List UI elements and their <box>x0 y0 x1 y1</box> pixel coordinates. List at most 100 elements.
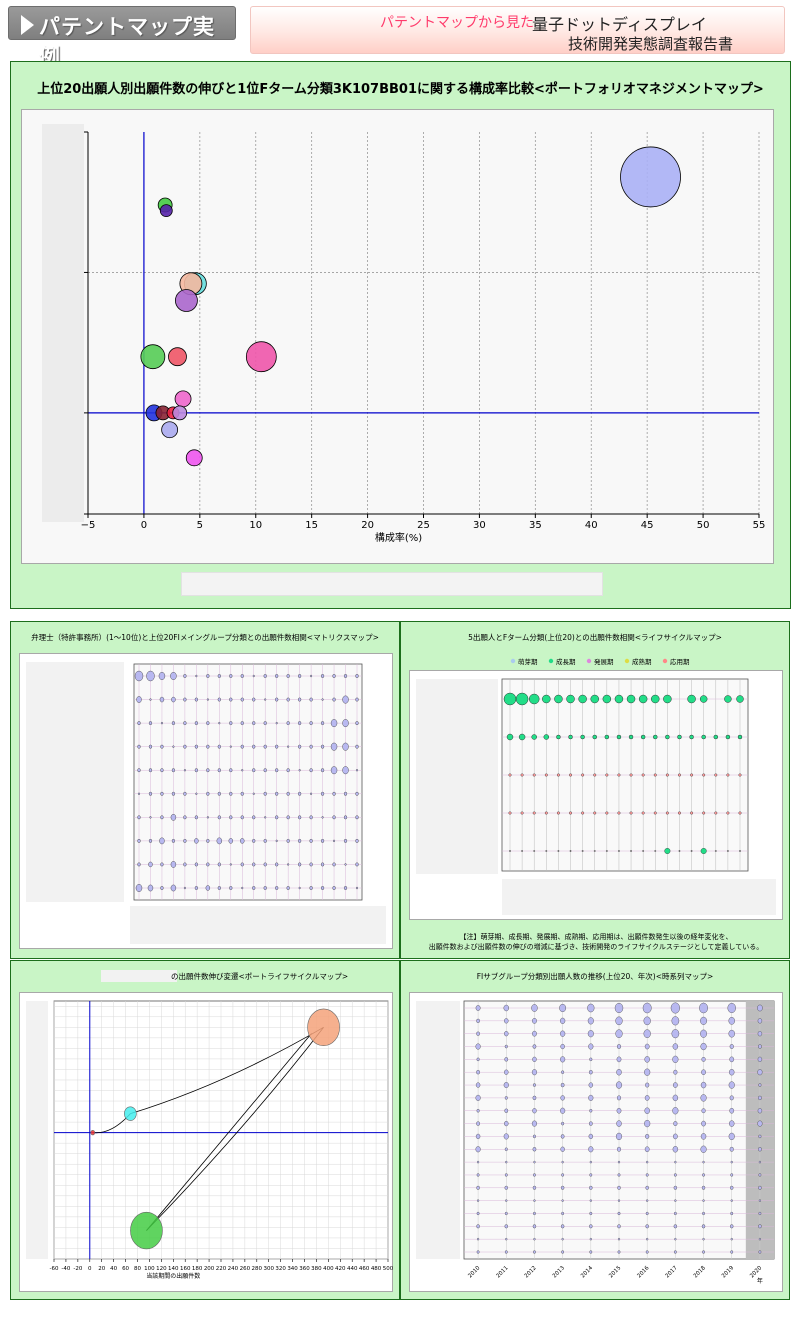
timeseries-cell <box>531 1120 538 1127</box>
lifecycle-cell <box>653 773 657 777</box>
lifecycle-cell <box>566 694 575 704</box>
matrix-cell <box>264 816 267 819</box>
matrix-cell <box>264 698 267 701</box>
lifecycle-cell <box>678 850 681 852</box>
portlife-x-tick-label: 460 <box>359 1266 370 1272</box>
lifecycle-cell <box>617 811 621 815</box>
timeseries-cell <box>616 1056 622 1063</box>
timeseries-cell <box>476 1160 480 1164</box>
timeseries-cell <box>757 1120 763 1127</box>
portfolio-chart: −5 0 5 10 15 20 25 30 35 40 45 50 55 構成率(%) <box>42 124 765 544</box>
portlife-label-placeholder <box>26 1001 48 1259</box>
matrix-cell <box>332 791 336 796</box>
matrix-cell <box>286 721 290 726</box>
x-tick-label: 45 <box>641 520 654 531</box>
portlife-x-tick-label: 80 <box>134 1266 141 1272</box>
matrix-cell <box>160 791 164 796</box>
timeseries-cell <box>589 1237 592 1241</box>
timeseries-cell <box>729 1069 735 1076</box>
timeseries-cell <box>700 1081 707 1089</box>
legend-dot-0 <box>510 658 516 664</box>
lifecycle-cell <box>528 693 540 705</box>
timeseries-cell <box>645 1224 649 1229</box>
lifecycle-cell <box>690 850 693 852</box>
matrix-cell <box>263 768 267 773</box>
lifecycle-cell <box>590 694 599 704</box>
lifecycle-cell <box>617 773 621 777</box>
timeseries-cell <box>730 1199 733 1202</box>
matrix-cell <box>275 674 279 678</box>
lifecycle-cell <box>593 773 597 777</box>
matrix-cell <box>355 862 359 867</box>
matrix-cell <box>229 791 233 796</box>
matrix-cell <box>342 719 349 728</box>
matrix-cell <box>228 838 233 844</box>
matrix-cell <box>343 815 348 820</box>
matrix-cell <box>343 838 348 843</box>
timeseries-cell <box>673 1185 678 1190</box>
timeseries-cell <box>588 1094 594 1101</box>
matrix-cell <box>149 698 152 701</box>
lifecycle-cell <box>640 734 646 740</box>
matrix-cell <box>229 815 233 820</box>
lifecycle-panel: 5出願人とFターム分類(上位20)との出願件数相関<ライフサイクルマップ> 萌芽… <box>400 621 790 959</box>
matrix-cell <box>309 815 313 820</box>
matrix-cell <box>137 862 141 867</box>
timeseries-cell <box>617 1250 621 1254</box>
matrix-cell <box>206 744 210 749</box>
matrix-cell <box>252 721 256 726</box>
lifecycle-note-2: 出願件数および出願件数の伸びの増減に基づき、技術開発のライフサイクルステージとし… <box>428 943 764 951</box>
timeseries-cell <box>673 1173 677 1177</box>
portlife-x-tick-label: 160 <box>180 1266 191 1272</box>
matrix-cell <box>183 791 187 796</box>
timeseries-cell <box>475 1146 481 1153</box>
x-tick-label: −5 <box>81 520 96 531</box>
matrix-cell <box>343 674 348 678</box>
lifecycle-cell <box>557 850 560 852</box>
matrix-cell <box>275 697 279 702</box>
portlife-x-tick-label: 360 <box>299 1266 310 1272</box>
matrix-cell <box>229 768 233 773</box>
lifecycle-chart <box>501 678 749 872</box>
matrix-cell <box>217 815 221 820</box>
timeseries-cell <box>504 1120 509 1127</box>
matrix-cell <box>229 697 233 702</box>
timeseries-cell <box>588 1121 593 1126</box>
lifecycle-cell <box>593 850 596 852</box>
matrix-cell <box>287 745 290 748</box>
legend-dot-1 <box>548 658 554 664</box>
timeseries-panel: FIサブグループ分類別出願人数の推移(上位20、年次)<時系列マップ> 2010… <box>400 960 790 1300</box>
timeseries-cell <box>475 1082 481 1088</box>
matrix-cell <box>206 674 210 678</box>
timeseries-cell <box>476 1199 480 1202</box>
matrix-cell <box>148 838 153 843</box>
matrix-cell <box>194 697 198 702</box>
portlife-x-tick-label: 440 <box>347 1266 358 1272</box>
matrix-cell <box>183 886 186 890</box>
lifecycle-cell <box>702 811 706 815</box>
lifecycle-cell <box>642 850 645 852</box>
timeseries-cell <box>561 1070 565 1074</box>
matrix-cell <box>355 838 359 843</box>
page-footer-space <box>0 1302 800 1320</box>
timeseries-cell <box>587 1017 594 1025</box>
timeseries-cell <box>476 1173 480 1177</box>
timeseries-cell <box>701 1069 706 1075</box>
lifecycle-cell <box>739 850 741 852</box>
timeseries-cell <box>672 1094 679 1102</box>
lifecycle-cell <box>618 850 620 852</box>
lifecycle-cell <box>714 811 718 815</box>
matrix-cell <box>240 815 244 820</box>
matrix-cell <box>206 698 209 701</box>
bubble-14 <box>161 421 179 439</box>
lifecycle-cell <box>714 773 718 777</box>
matrix-cell <box>298 744 302 749</box>
timeseries-cell <box>532 1056 537 1062</box>
timeseries-cell <box>670 1002 680 1014</box>
timeseries-cell <box>617 1160 621 1164</box>
timeseries-cell <box>617 1211 621 1216</box>
timeseries-cell <box>758 1185 762 1190</box>
timeseries-cell <box>504 1096 508 1100</box>
matrix-cell <box>252 886 256 890</box>
matrix-cell <box>275 744 279 749</box>
